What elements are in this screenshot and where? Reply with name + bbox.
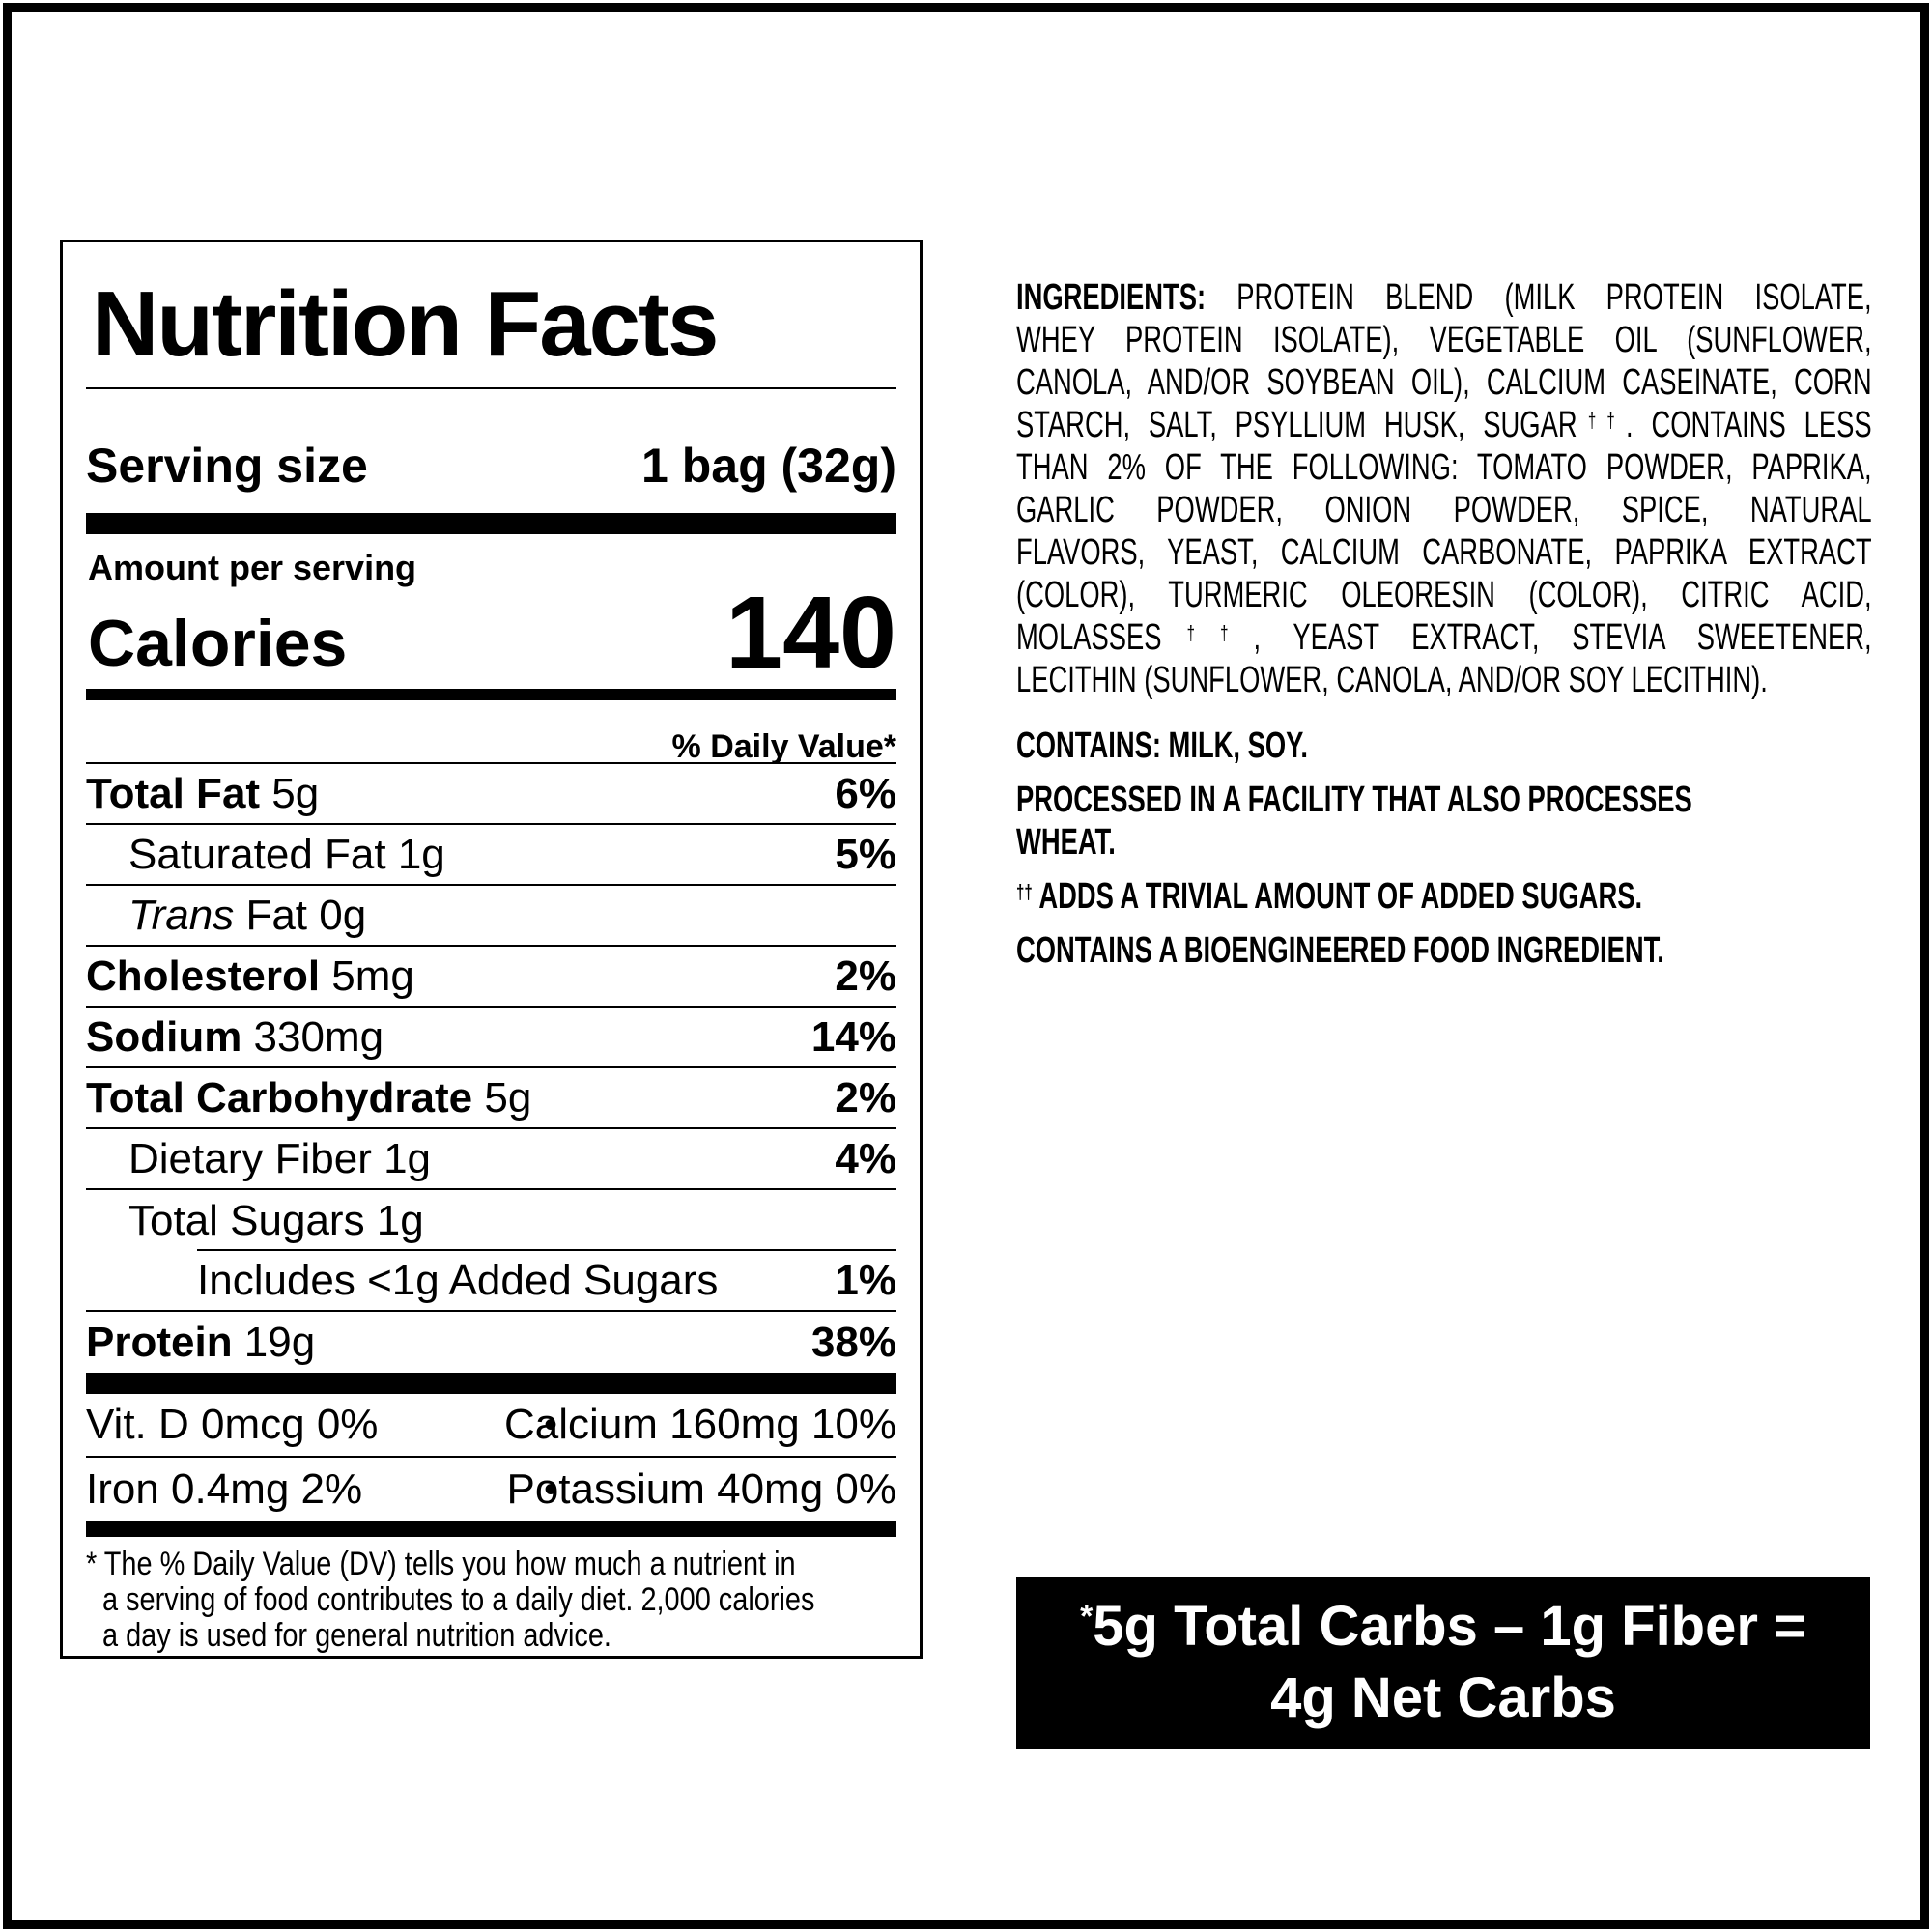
serving-size-value: 1 bag (32g) <box>641 439 896 493</box>
ingredients-line: GARLIC POWDER, ONION POWDER, SPICE, NATU… <box>1016 490 1872 530</box>
nutrition-facts-panel: Nutrition Facts Serving size 1 bag (32g)… <box>60 240 923 1659</box>
ingredients-line: CANOLA, AND/OR SOYBEAN OIL), CALCIUM CAS… <box>1016 362 1872 403</box>
ingredients-section: INGREDIENTS: PROTEIN BLEND (MILK PROTEIN… <box>1016 276 1872 972</box>
ingredients-line: THAN 2% OF THE FOLLOWING: TOMATO POWDER,… <box>1016 447 1872 488</box>
nutrient-row: Dietary Fiber 1g 4% <box>86 1129 896 1190</box>
ingredients-line: WHEY PROTEIN ISOLATE), VEGETABLE OIL (SU… <box>1016 320 1872 360</box>
micronutrient-rows: Vit. D 0mcg 0% • Calcium 160mg 10% Iron 0.4… <box>86 1394 896 1521</box>
ingredients-line: FLAVORS, YEAST, CALCIUM CARBONATE, PAPRI… <box>1016 532 1872 573</box>
daily-value-percent: 2% <box>835 952 896 1000</box>
bioengineered-statement: CONTAINS A BIOENGINEERED FOOD INGREDIENT… <box>1016 930 1664 971</box>
ingredients-paragraph: INGREDIENTS: PROTEIN BLEND (MILK PROTEIN… <box>1016 276 1872 701</box>
ingredients-line: MOLASSES††, YEAST EXTRACT, STEVIA SWEETE… <box>1016 617 1872 658</box>
nutrient-name-amount: Protein 19g <box>86 1318 316 1366</box>
medium-divider <box>86 689 896 700</box>
micronutrient-row: Vit. D 0mcg 0% • Calcium 160mg 10% <box>86 1394 896 1458</box>
net-carbs-line1: *5g Total Carbs – 1g Fiber = <box>1080 1595 1806 1658</box>
added-sugars-note: †† ADDS A TRIVIAL AMOUNT OF ADDED SUGARS… <box>1016 876 1643 917</box>
daily-value-header: % Daily Value* <box>86 712 896 765</box>
calories-row: Calories 140 <box>88 569 896 691</box>
nutrient-row: Protein 19g 38% <box>86 1312 896 1373</box>
nutrient-name-amount: Trans Fat 0g <box>128 891 367 939</box>
ingredients-line: LECITHIN (SUNFLOWER, CANOLA, AND/OR SOY … <box>1016 660 1768 700</box>
nutrient-row: Total Carbohydrate 5g 2% <box>86 1068 896 1129</box>
nutrient-name-amount: Sodium 330mg <box>86 1012 384 1061</box>
calories-value: 140 <box>725 576 896 691</box>
micronutrient-left: Iron 0.4mg 2% <box>86 1465 363 1513</box>
nutrient-row: Total Sugars 1g <box>86 1190 896 1251</box>
micronutrient-row: Iron 0.4mg 2% • Potassium 40mg 0% <box>86 1458 896 1521</box>
nutrient-row: Sodium 330mg 14% <box>86 1008 896 1068</box>
micronutrient-left: Vit. D 0mcg 0% <box>86 1401 379 1448</box>
bullet-separator: • <box>544 1467 558 1511</box>
micronutrient-right: Calcium 160mg 10% <box>504 1401 896 1448</box>
daily-value-footnote: * The % Daily Value (DV) tells you how m… <box>86 1546 815 1654</box>
ingredients-line: STARCH, SALT, PSYLLIUM HUSK, SUGAR††. CO… <box>1016 405 1872 445</box>
nutrient-row: Total Fat 5g 6% <box>86 764 896 825</box>
nutrient-name-amount: Cholesterol 5mg <box>86 952 414 1000</box>
thick-divider <box>86 513 896 534</box>
serving-size-row: Serving size 1 bag (32g) <box>86 432 896 494</box>
ingredients-line: (COLOR), TURMERIC OLEORESIN (COLOR), CIT… <box>1016 575 1872 615</box>
amount-per-serving-label: Amount per serving <box>88 548 417 587</box>
nutrient-name-amount: Total Fat 5g <box>86 769 320 817</box>
thick-divider <box>86 1373 896 1394</box>
nutrient-name-amount: Includes <1g Added Sugars <box>197 1256 719 1304</box>
nutrient-rows: Total Fat 5g 6% Saturated Fat 1g 5% Trans Fa… <box>86 764 896 1373</box>
nutrition-facts-content: Nutrition Facts Serving size 1 bag (32g)… <box>86 242 896 1656</box>
nutrient-row: Saturated Fat 1g 5% <box>86 825 896 886</box>
daily-value-percent: 4% <box>835 1134 896 1182</box>
nutrient-name-amount: Saturated Fat 1g <box>128 830 445 878</box>
daily-value-percent: 14% <box>810 1012 896 1061</box>
calories-label: Calories <box>88 607 348 681</box>
asterisk-mark: * <box>1080 1598 1094 1635</box>
ingredients-line: INGREDIENTS: PROTEIN BLEND (MILK PROTEIN… <box>1016 277 1872 318</box>
nutrient-name-amount: Total Sugars 1g <box>128 1196 424 1244</box>
serving-size-label: Serving size <box>86 439 368 493</box>
daily-value-percent: 38% <box>810 1318 896 1366</box>
double-dagger-marks: †† <box>1016 881 1033 904</box>
daily-value-percent: 2% <box>835 1073 896 1122</box>
bullet-separator: • <box>544 1403 558 1446</box>
nutrient-name-amount: Total Carbohydrate 5g <box>86 1073 532 1122</box>
nutrient-row: Cholesterol 5mg 2% <box>86 947 896 1008</box>
nutrient-row: Trans Fat 0g <box>86 886 896 947</box>
facility-statement: PROCESSED IN A FACILITY THAT ALSO PROCES… <box>1016 780 1692 863</box>
daily-value-percent: 1% <box>835 1256 896 1304</box>
nutrient-row: Includes <1g Added Sugars 1% <box>86 1251 896 1312</box>
allergen-contains-statement: CONTAINS: MILK, SOY. <box>1016 725 1308 766</box>
net-carbs-callout: *5g Total Carbs – 1g Fiber = 4g Net Carb… <box>1016 1577 1870 1749</box>
nutrient-name-amount: Dietary Fiber 1g <box>128 1134 432 1182</box>
net-carbs-line2: 4g Net Carbs <box>1270 1666 1616 1729</box>
thick-divider <box>86 1521 896 1537</box>
daily-value-percent: 5% <box>835 830 896 878</box>
divider <box>86 387 896 389</box>
nutrition-facts-title: Nutrition Facts <box>92 272 719 376</box>
micronutrient-right: Potassium 40mg 0% <box>506 1465 896 1513</box>
daily-value-percent: 6% <box>835 769 896 817</box>
